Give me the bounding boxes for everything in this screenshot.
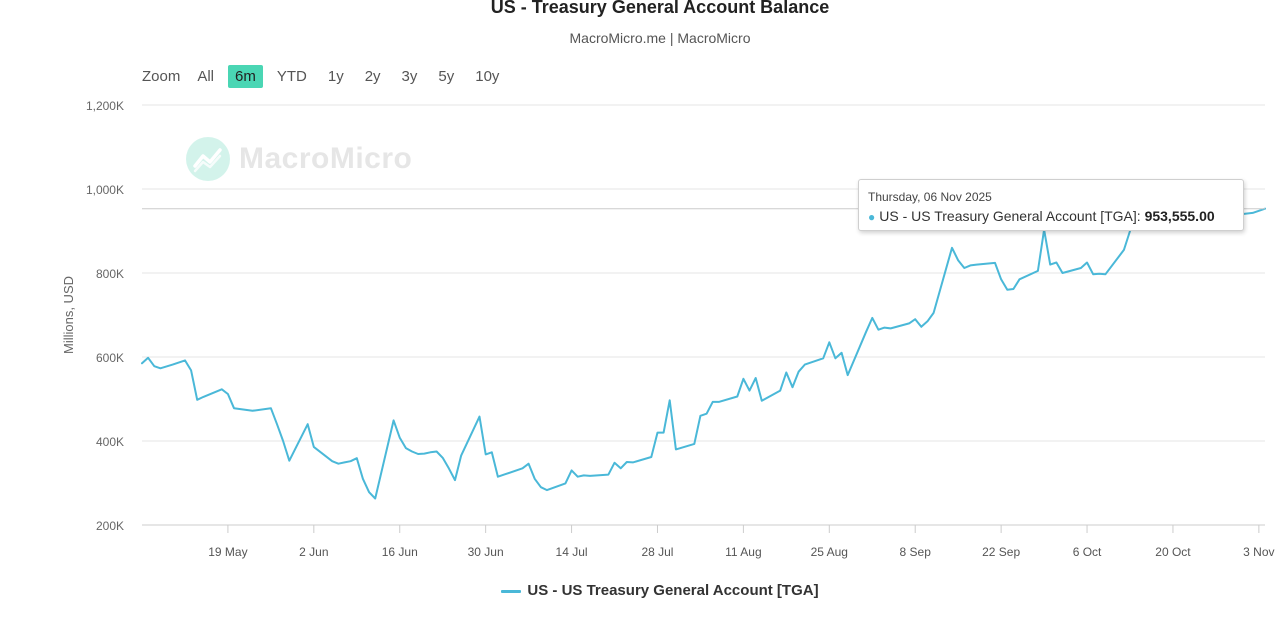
x-tick-label: 11 Aug — [725, 545, 761, 559]
range-button-6m[interactable]: 6m — [228, 64, 263, 88]
x-tick-label: 6 Oct — [1073, 545, 1102, 559]
x-tick-label: 28 Jul — [641, 545, 673, 559]
zoom-label: Zoom — [142, 67, 181, 85]
range-button-ytd[interactable]: YTD — [276, 67, 307, 85]
tooltip-value: 953,555.00 — [1144, 208, 1215, 224]
tooltip-date: Thursday, 06 Nov 2025 — [868, 190, 992, 204]
x-tick-label: 14 Jul — [556, 545, 588, 559]
range-button-1y[interactable]: 1y — [327, 67, 344, 85]
y-tick-label: 600K — [96, 351, 124, 365]
x-tick-label: 30 Jun — [468, 545, 504, 559]
chart-logo-icon — [186, 137, 230, 181]
y-axis-title: Millions, USD — [61, 276, 76, 354]
range-button-all[interactable]: All — [197, 67, 215, 85]
watermark-text: MacroMicro — [239, 142, 413, 175]
chart-subtitle: MacroMicro.me | MacroMicro — [569, 30, 751, 46]
legend-label: US - US Treasury General Account [TGA] — [527, 582, 819, 599]
chart-title: US - Treasury General Account Balance — [490, 0, 830, 17]
range-button-10y[interactable]: 10y — [475, 67, 500, 85]
legend-swatch — [501, 589, 522, 593]
range-selector: Zoom All 6m YTD 1y 2y 3y 5y 10y — [142, 63, 513, 89]
range-button-3y[interactable]: 3y — [401, 67, 418, 85]
y-tick-label: 400K — [96, 435, 124, 449]
x-tick-label: 22 Sep — [982, 545, 1020, 559]
y-tick-label: 800K — [96, 267, 124, 281]
tooltip-series: US - US Treasury General Account [TGA] — [879, 208, 1137, 224]
x-tick-label: 20 Oct — [1155, 545, 1191, 559]
range-button-5y[interactable]: 5y — [438, 67, 455, 85]
x-tick-label: 3 Nov — [1243, 545, 1274, 559]
x-tick-label: 16 Jun — [382, 545, 418, 559]
x-tick-label: 2 Jun — [299, 545, 328, 559]
chart-legend[interactable]: US - US Treasury General Account [TGA] — [0, 582, 1280, 599]
macromicro-watermark: MacroMicro — [185, 136, 412, 182]
tooltip-dot-icon: ● — [868, 210, 876, 224]
range-button-2y[interactable]: 2y — [364, 67, 381, 85]
x-tick-label: 25 Aug — [811, 545, 848, 559]
y-tick-label: 200K — [96, 519, 124, 533]
x-tick-label: 19 May — [208, 545, 247, 559]
data-tooltip: Thursday, 06 Nov 2025 ● US - US Treasury … — [858, 179, 1244, 231]
tooltip-row: ● US - US Treasury General Account [TGA]:… — [868, 208, 1215, 224]
y-tick-label: 1,200K — [86, 99, 124, 113]
series-line-tga — [141, 204, 1266, 500]
x-tick-label: 8 Sep — [900, 545, 932, 559]
y-tick-label: 1,000K — [86, 183, 124, 197]
